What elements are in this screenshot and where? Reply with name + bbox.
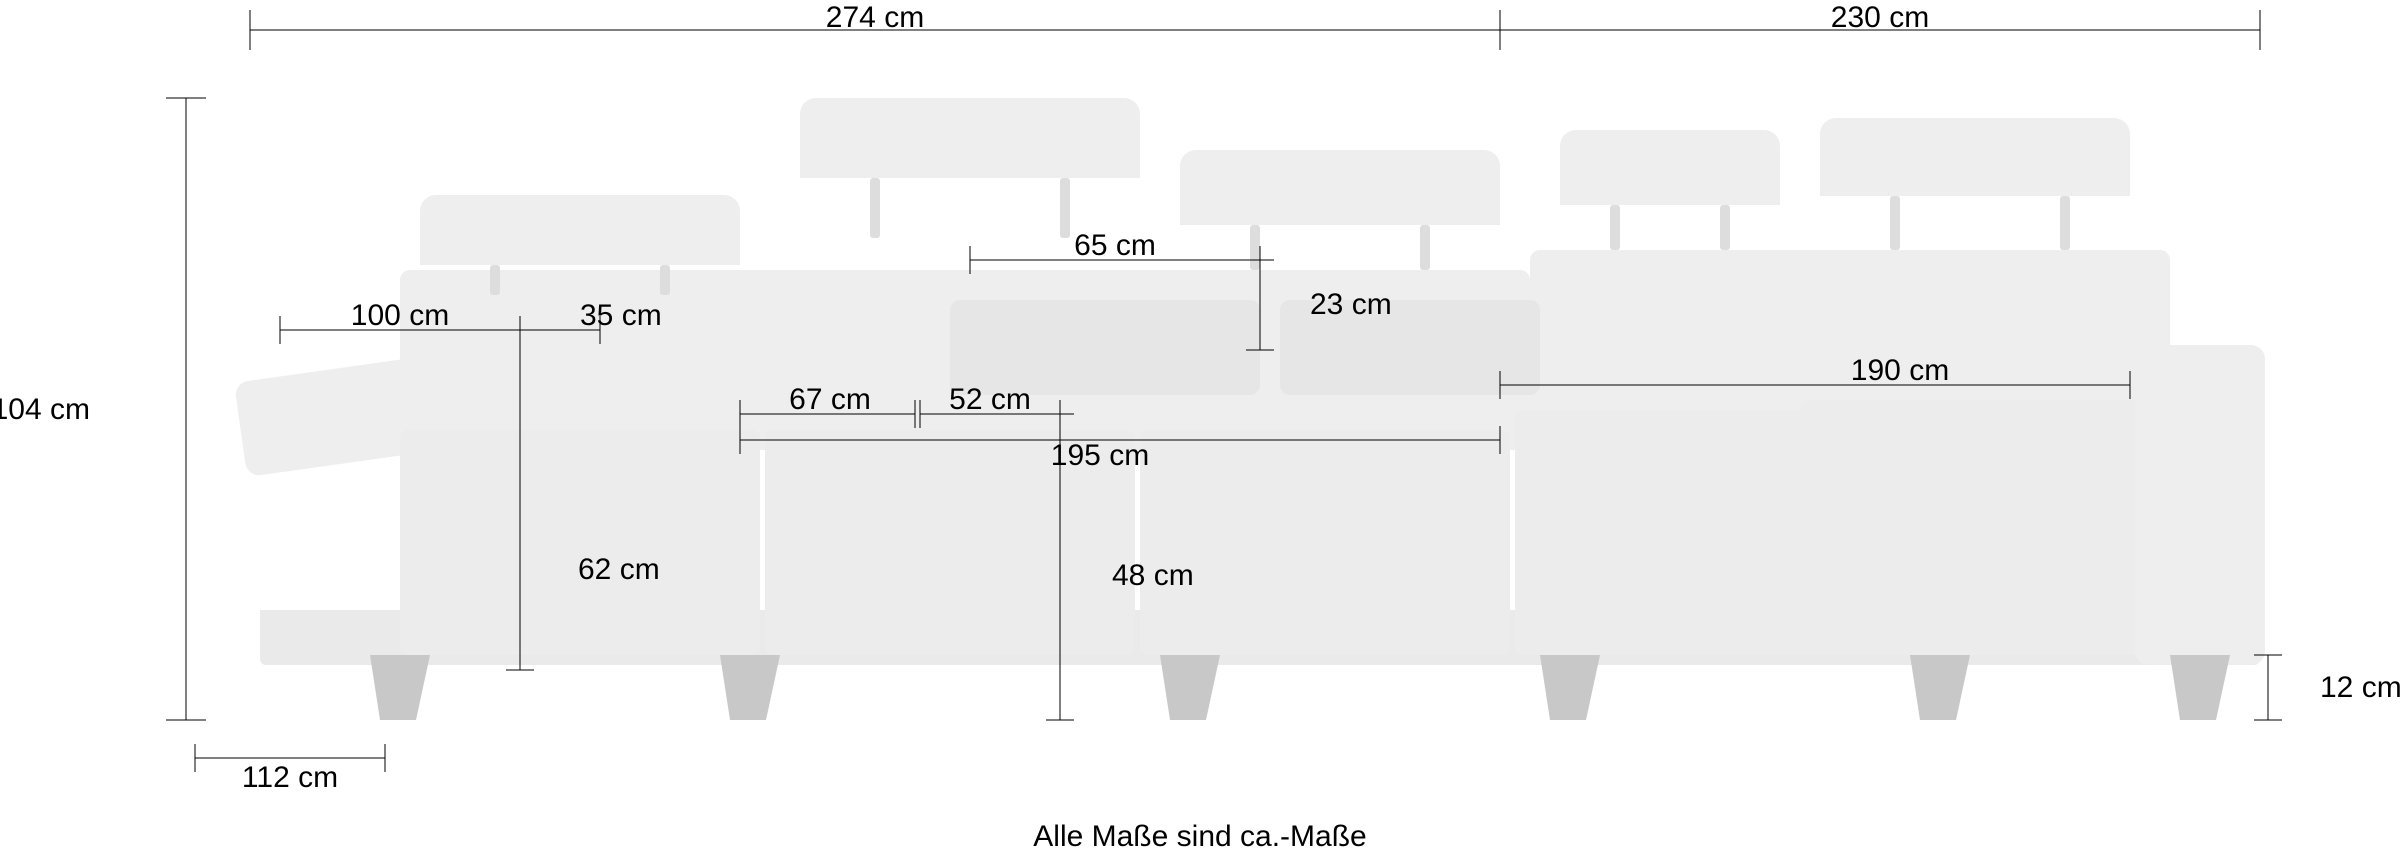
dimension-label: 52 cm [949,385,1031,415]
dimension-label: 65 cm [1074,231,1156,261]
dimension-label: 67 cm [789,385,871,415]
dimension-label: 230 cm [1831,3,1929,33]
dimension-label: 23 cm [1310,290,1392,320]
dimension-label: 100 cm [351,301,449,331]
dimension-lines [0,0,2400,863]
dimension-label: 12 cm [2320,673,2400,703]
caption: Alle Maße sind ca.-Maße [1033,820,1366,854]
dimension-label: 190 cm [1851,356,1949,386]
dimension-label: 112 cm [242,763,338,793]
dimension-label: 87-104 cm [0,395,90,425]
dimension-label: 62 cm [578,555,660,585]
dimension-label: 195 cm [1051,441,1149,471]
dimension-label: 48 cm [1112,561,1194,591]
dimension-label: 35 cm [580,301,662,331]
dimension-diagram: 274 cm 230 cm 87-104 cm 112 cm 100 cm 35 cm 67… [0,0,2400,863]
dimension-label: 274 cm [826,3,924,33]
